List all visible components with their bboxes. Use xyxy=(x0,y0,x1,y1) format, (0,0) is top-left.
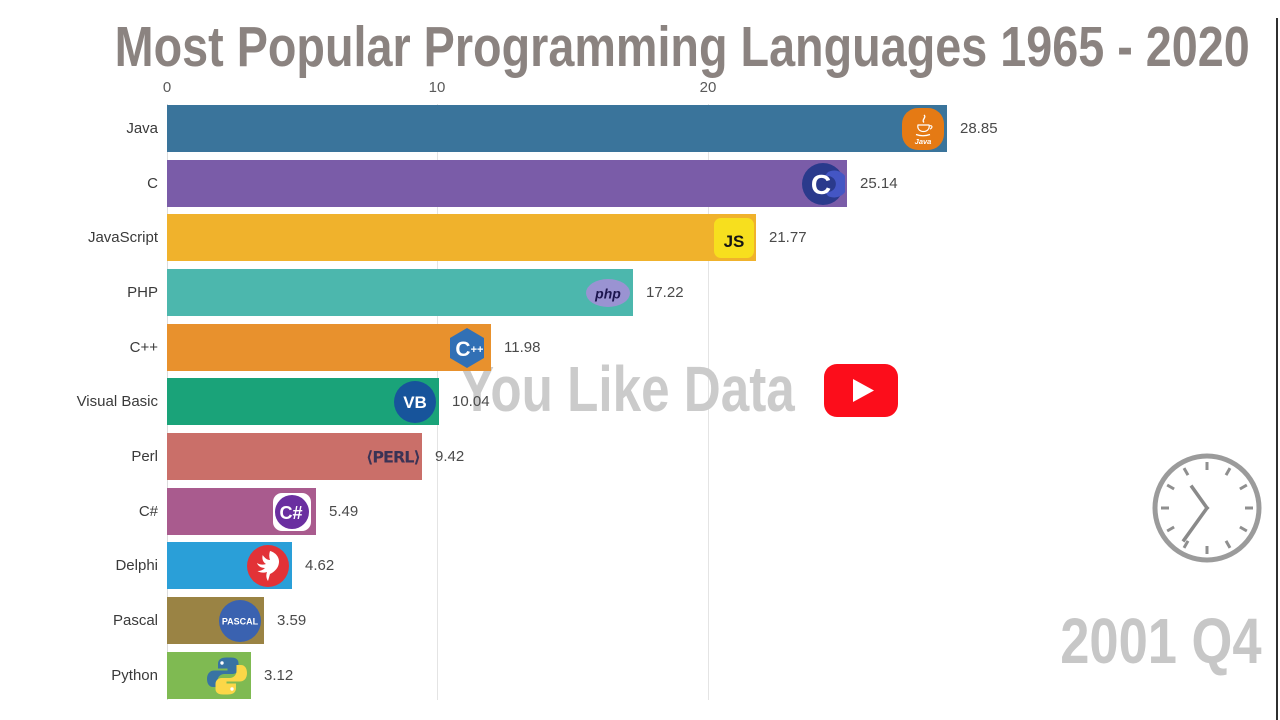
bar xyxy=(167,542,292,589)
bar-value-label: 9.42 xyxy=(435,448,465,465)
bar-row: Java Java 28.85 xyxy=(0,105,1280,152)
bar-row: C++ C ++ 11.98 xyxy=(0,324,1280,371)
clock-minute-hand xyxy=(1181,505,1210,543)
bar-row: C# C# 5.49 xyxy=(0,488,1280,535)
bar: php xyxy=(167,269,633,316)
svg-text:Java: Java xyxy=(915,137,932,146)
youtube-play-icon xyxy=(824,364,898,417)
visual-basic-logo-icon: VB xyxy=(393,380,437,424)
video-edge-artifact xyxy=(1276,18,1278,720)
bar-row: Visual Basic VB 10.04 xyxy=(0,378,1280,425)
bar-category-label: C# xyxy=(138,503,158,520)
bar: PASCAL xyxy=(167,597,265,644)
bar-row: C C 25.14 xyxy=(0,160,1280,207)
javascript-logo-icon: JS xyxy=(713,217,754,258)
cpp-logo-icon: C ++ xyxy=(445,326,489,370)
bar-category-label: Java xyxy=(126,120,158,137)
x-axis-tick-20: 20 xyxy=(699,79,717,96)
bar-value-label: 28.85 xyxy=(960,120,998,137)
bar-value-label: 3.12 xyxy=(264,667,294,684)
svg-text:php: php xyxy=(594,285,621,301)
bar-category-label: Delphi xyxy=(115,557,158,574)
svg-text:++: ++ xyxy=(471,344,484,356)
perl-text-logo-icon: ⟨PERL⟩ xyxy=(366,447,421,466)
bar-category-label: Python xyxy=(111,667,158,684)
bar: VB xyxy=(167,378,439,425)
svg-text:C: C xyxy=(811,169,831,200)
bar-row: Pascal PASCAL 3.59 xyxy=(0,597,1280,644)
python-logo-icon xyxy=(205,654,249,698)
bar-row: PHP php 17.22 xyxy=(0,269,1280,316)
bar-value-label: 4.62 xyxy=(305,557,335,574)
gridline-20 xyxy=(708,104,709,700)
period-label: 2001 Q4 xyxy=(1060,605,1262,677)
bar: ⟨PERL⟩ xyxy=(167,433,422,480)
svg-text:VB: VB xyxy=(403,393,427,412)
bar xyxy=(167,652,252,699)
svg-text:C#: C# xyxy=(279,503,302,523)
bar-value-label: 10.04 xyxy=(452,393,490,410)
bar-row: Delphi 4.62 xyxy=(0,542,1280,589)
bar-value-label: 17.22 xyxy=(646,284,684,301)
bar: C ++ xyxy=(167,324,492,371)
bar-value-label: 25.14 xyxy=(860,175,898,192)
svg-text:PASCAL: PASCAL xyxy=(222,616,259,626)
x-axis-tick-10: 10 xyxy=(428,79,446,96)
c-logo-icon: C xyxy=(801,162,845,206)
bar: C# xyxy=(167,488,316,535)
channel-watermark: You Like Data xyxy=(460,353,795,425)
bar-category-label: PHP xyxy=(127,284,158,301)
bar: JS xyxy=(167,214,756,261)
bar-value-label: 21.77 xyxy=(769,229,807,246)
bar-row: Python 3.12 xyxy=(0,652,1280,699)
bar-category-label: C xyxy=(147,175,158,192)
bar-category-label: C++ xyxy=(129,339,158,356)
bar-category-label: Pascal xyxy=(112,612,158,629)
x-axis-tick-0: 0 xyxy=(162,79,172,96)
bar-category-label: Visual Basic xyxy=(76,393,158,410)
bar-value-label: 3.59 xyxy=(277,612,307,629)
bar-category-label: JavaScript xyxy=(87,229,158,246)
bar-row: JavaScript JS 21.77 xyxy=(0,214,1280,261)
csharp-logo-icon: C# xyxy=(270,490,314,534)
clock-hour-hand xyxy=(1189,484,1210,511)
bars-area: Java Java 28.85 C C 25.14 JavaScript JS … xyxy=(0,105,1280,705)
svg-text:JS: JS xyxy=(723,232,744,251)
bar-value-label: 5.49 xyxy=(329,503,359,520)
bar: C xyxy=(167,160,847,207)
delphi-logo-icon xyxy=(246,544,290,588)
bar-row: Perl ⟨PERL⟩ 9.42 xyxy=(0,433,1280,480)
java-logo-icon: Java xyxy=(901,107,945,151)
analog-clock-icon xyxy=(1147,448,1267,568)
pascal-logo-icon: PASCAL xyxy=(218,599,262,643)
bar: Java xyxy=(167,105,948,152)
bar-value-label: 11.98 xyxy=(504,339,541,356)
php-logo-icon: php xyxy=(585,278,631,308)
bar-category-label: Perl xyxy=(131,448,158,465)
chart-title: Most Popular Programming Languages 1965 … xyxy=(114,15,1250,79)
svg-text:C: C xyxy=(456,338,471,361)
